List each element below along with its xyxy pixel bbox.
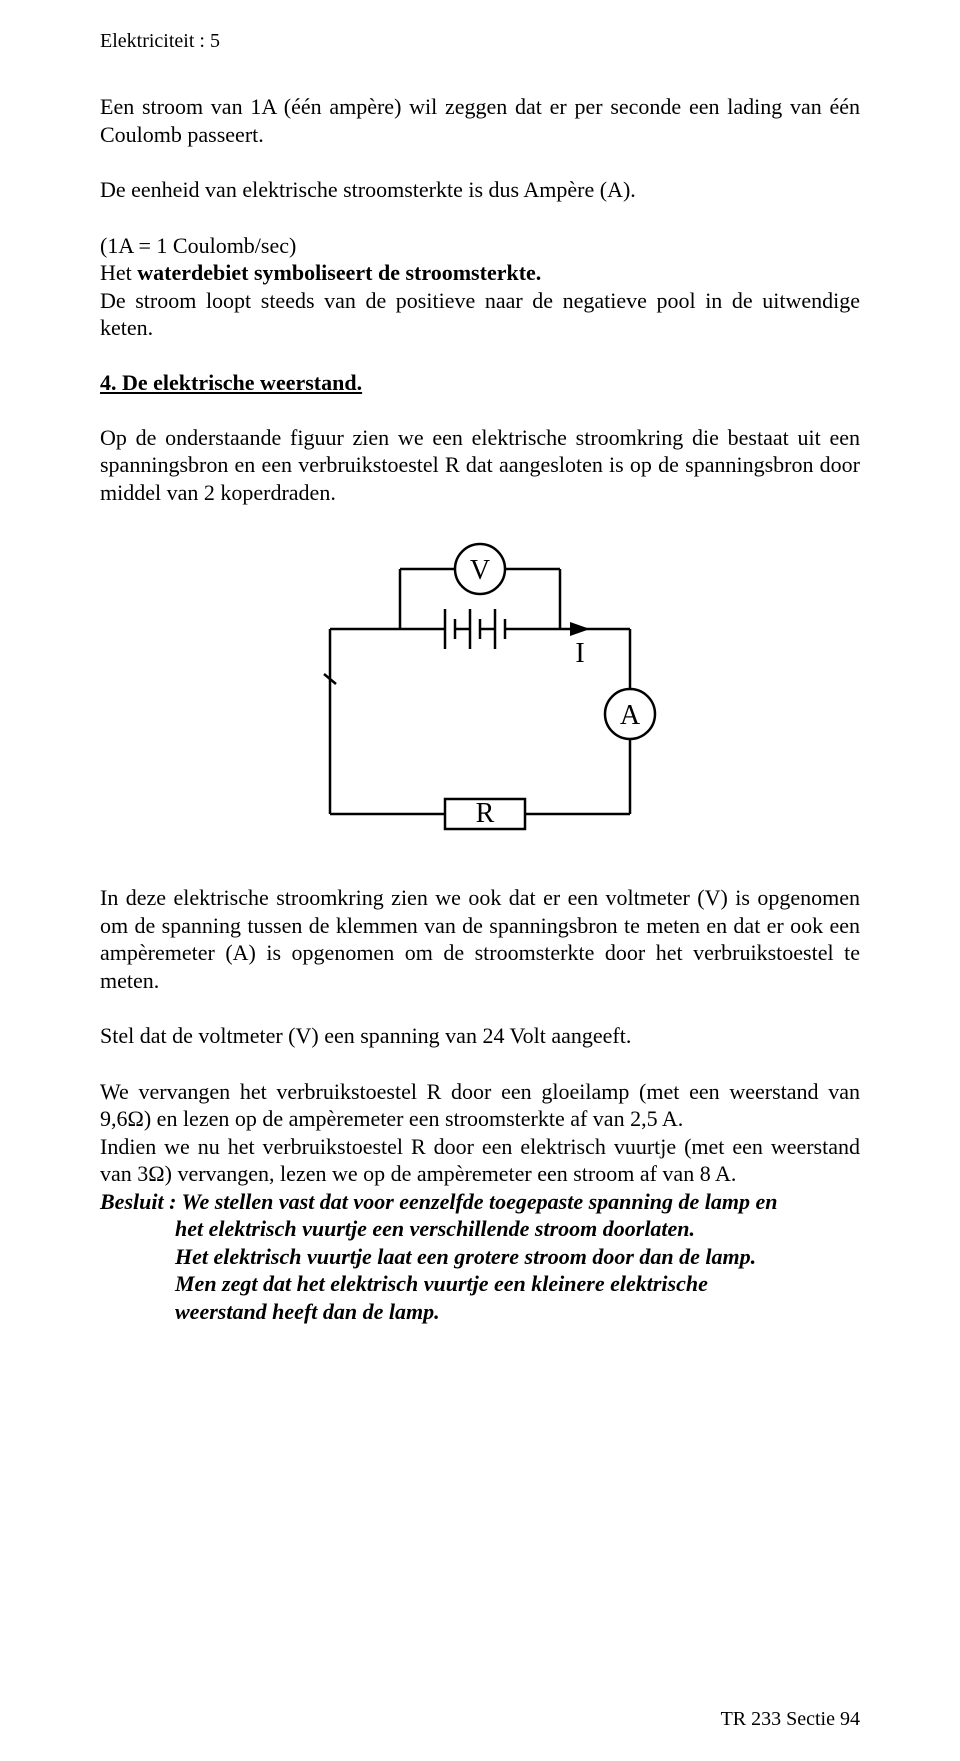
section-4-heading: 4. De elektrische weerstand. [100,370,860,396]
besluit-line1: We stellen vast dat voor eenzelfde toege… [182,1189,778,1214]
paragraph-7: We vervangen het verbruikstoestel R door… [100,1078,860,1326]
paragraph-2: De eenheid van elektrische stroomsterkte… [100,176,860,204]
p3-line2-pre: Het [100,260,137,285]
p3-line2-bold: waterdebiet symboliseert de stroomsterkt… [137,260,541,285]
p3-line1: (1A = 1 Coulomb/sec) [100,233,296,258]
paragraph-6: Stel dat de voltmeter (V) een spanning v… [100,1022,860,1050]
besluit-line5: weerstand heeft dan de lamp. [100,1298,440,1326]
resistor-label: R [476,798,495,829]
paragraph-5: In deze elektrische stroomkring zien we … [100,884,860,994]
page-footer: TR 233 Sectie 94 [721,1708,860,1731]
p7-line-b: Indien we nu het verbruikstoestel R door… [100,1134,860,1187]
ammeter-label: A [620,700,641,731]
besluit-line4: Men zegt dat het elektrisch vuurtje een … [100,1270,708,1298]
besluit-line2: het elektrisch vuurtje een verschillende… [100,1215,695,1243]
p7-line-a: We vervangen het verbruikstoestel R door… [100,1079,860,1132]
besluit-label: Besluit : [100,1189,182,1214]
paragraph-1: Een stroom van 1A (één ampère) wil zegge… [100,93,860,148]
current-label: I [575,638,584,669]
paragraph-3: (1A = 1 Coulomb/sec) Het waterdebiet sym… [100,232,860,342]
paragraph-4: Op de onderstaande figuur zien we een el… [100,424,860,507]
p3-line3: De stroom loopt steeds van de positieve … [100,288,860,341]
voltmeter-label: V [470,555,490,586]
besluit-line3: Het elektrisch vuurtje laat een grotere … [100,1243,756,1271]
page-header: Elektriciteit : 5 [100,30,860,53]
circuit-diagram: V I A R [290,534,670,854]
document-page: Elektriciteit : 5 Een stroom van 1A (één… [0,0,960,1761]
